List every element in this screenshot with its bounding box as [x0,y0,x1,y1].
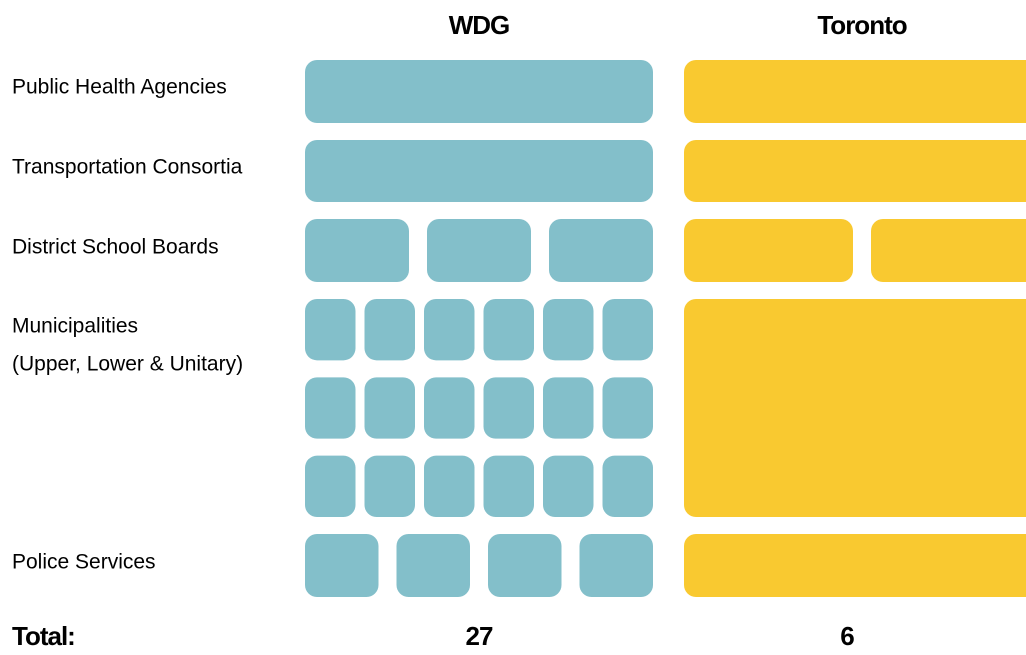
unit-box [483,299,534,361]
unit-box [305,140,653,202]
unit-box [602,299,653,361]
row-label: Municipalities [12,315,138,338]
unit-box [488,534,562,597]
unit-box [305,219,409,282]
unit-box [364,377,415,439]
unit-box [305,455,356,517]
unit-box [364,455,415,517]
unit-box [424,455,475,517]
unit-box [543,377,594,439]
row-label: District School Boards [12,236,219,259]
unit-box [871,219,1026,282]
unit-box [684,299,1026,517]
unit-box [684,140,1026,202]
unit-box [684,534,1026,597]
unit-box [549,219,653,282]
column-total: 27 [466,621,493,651]
unit-box [579,534,653,597]
unit-box [424,377,475,439]
row-label: (Upper, Lower & Unitary) [12,353,243,376]
unit-box [427,219,531,282]
unit-box [305,377,356,439]
unit-box [483,455,534,517]
column-header: WDG [449,10,510,40]
row-label: Public Health Agencies [12,76,227,99]
unit-box [396,534,470,597]
unit-box [543,299,594,361]
unit-box [684,60,1026,123]
row-label: Transportation Consortia [12,156,243,179]
unit-box [602,455,653,517]
unit-box [602,377,653,439]
column-header: Toronto [817,10,906,40]
unit-box [424,299,475,361]
column-total: 6 [840,621,854,651]
unit-box [684,219,853,282]
unit-box [305,60,653,123]
row-label: Police Services [12,551,156,574]
unit-box [483,377,534,439]
unit-box [543,455,594,517]
total-label: Total: [12,621,75,651]
unit-box [305,534,379,597]
unit-box [305,299,356,361]
unit-box [364,299,415,361]
